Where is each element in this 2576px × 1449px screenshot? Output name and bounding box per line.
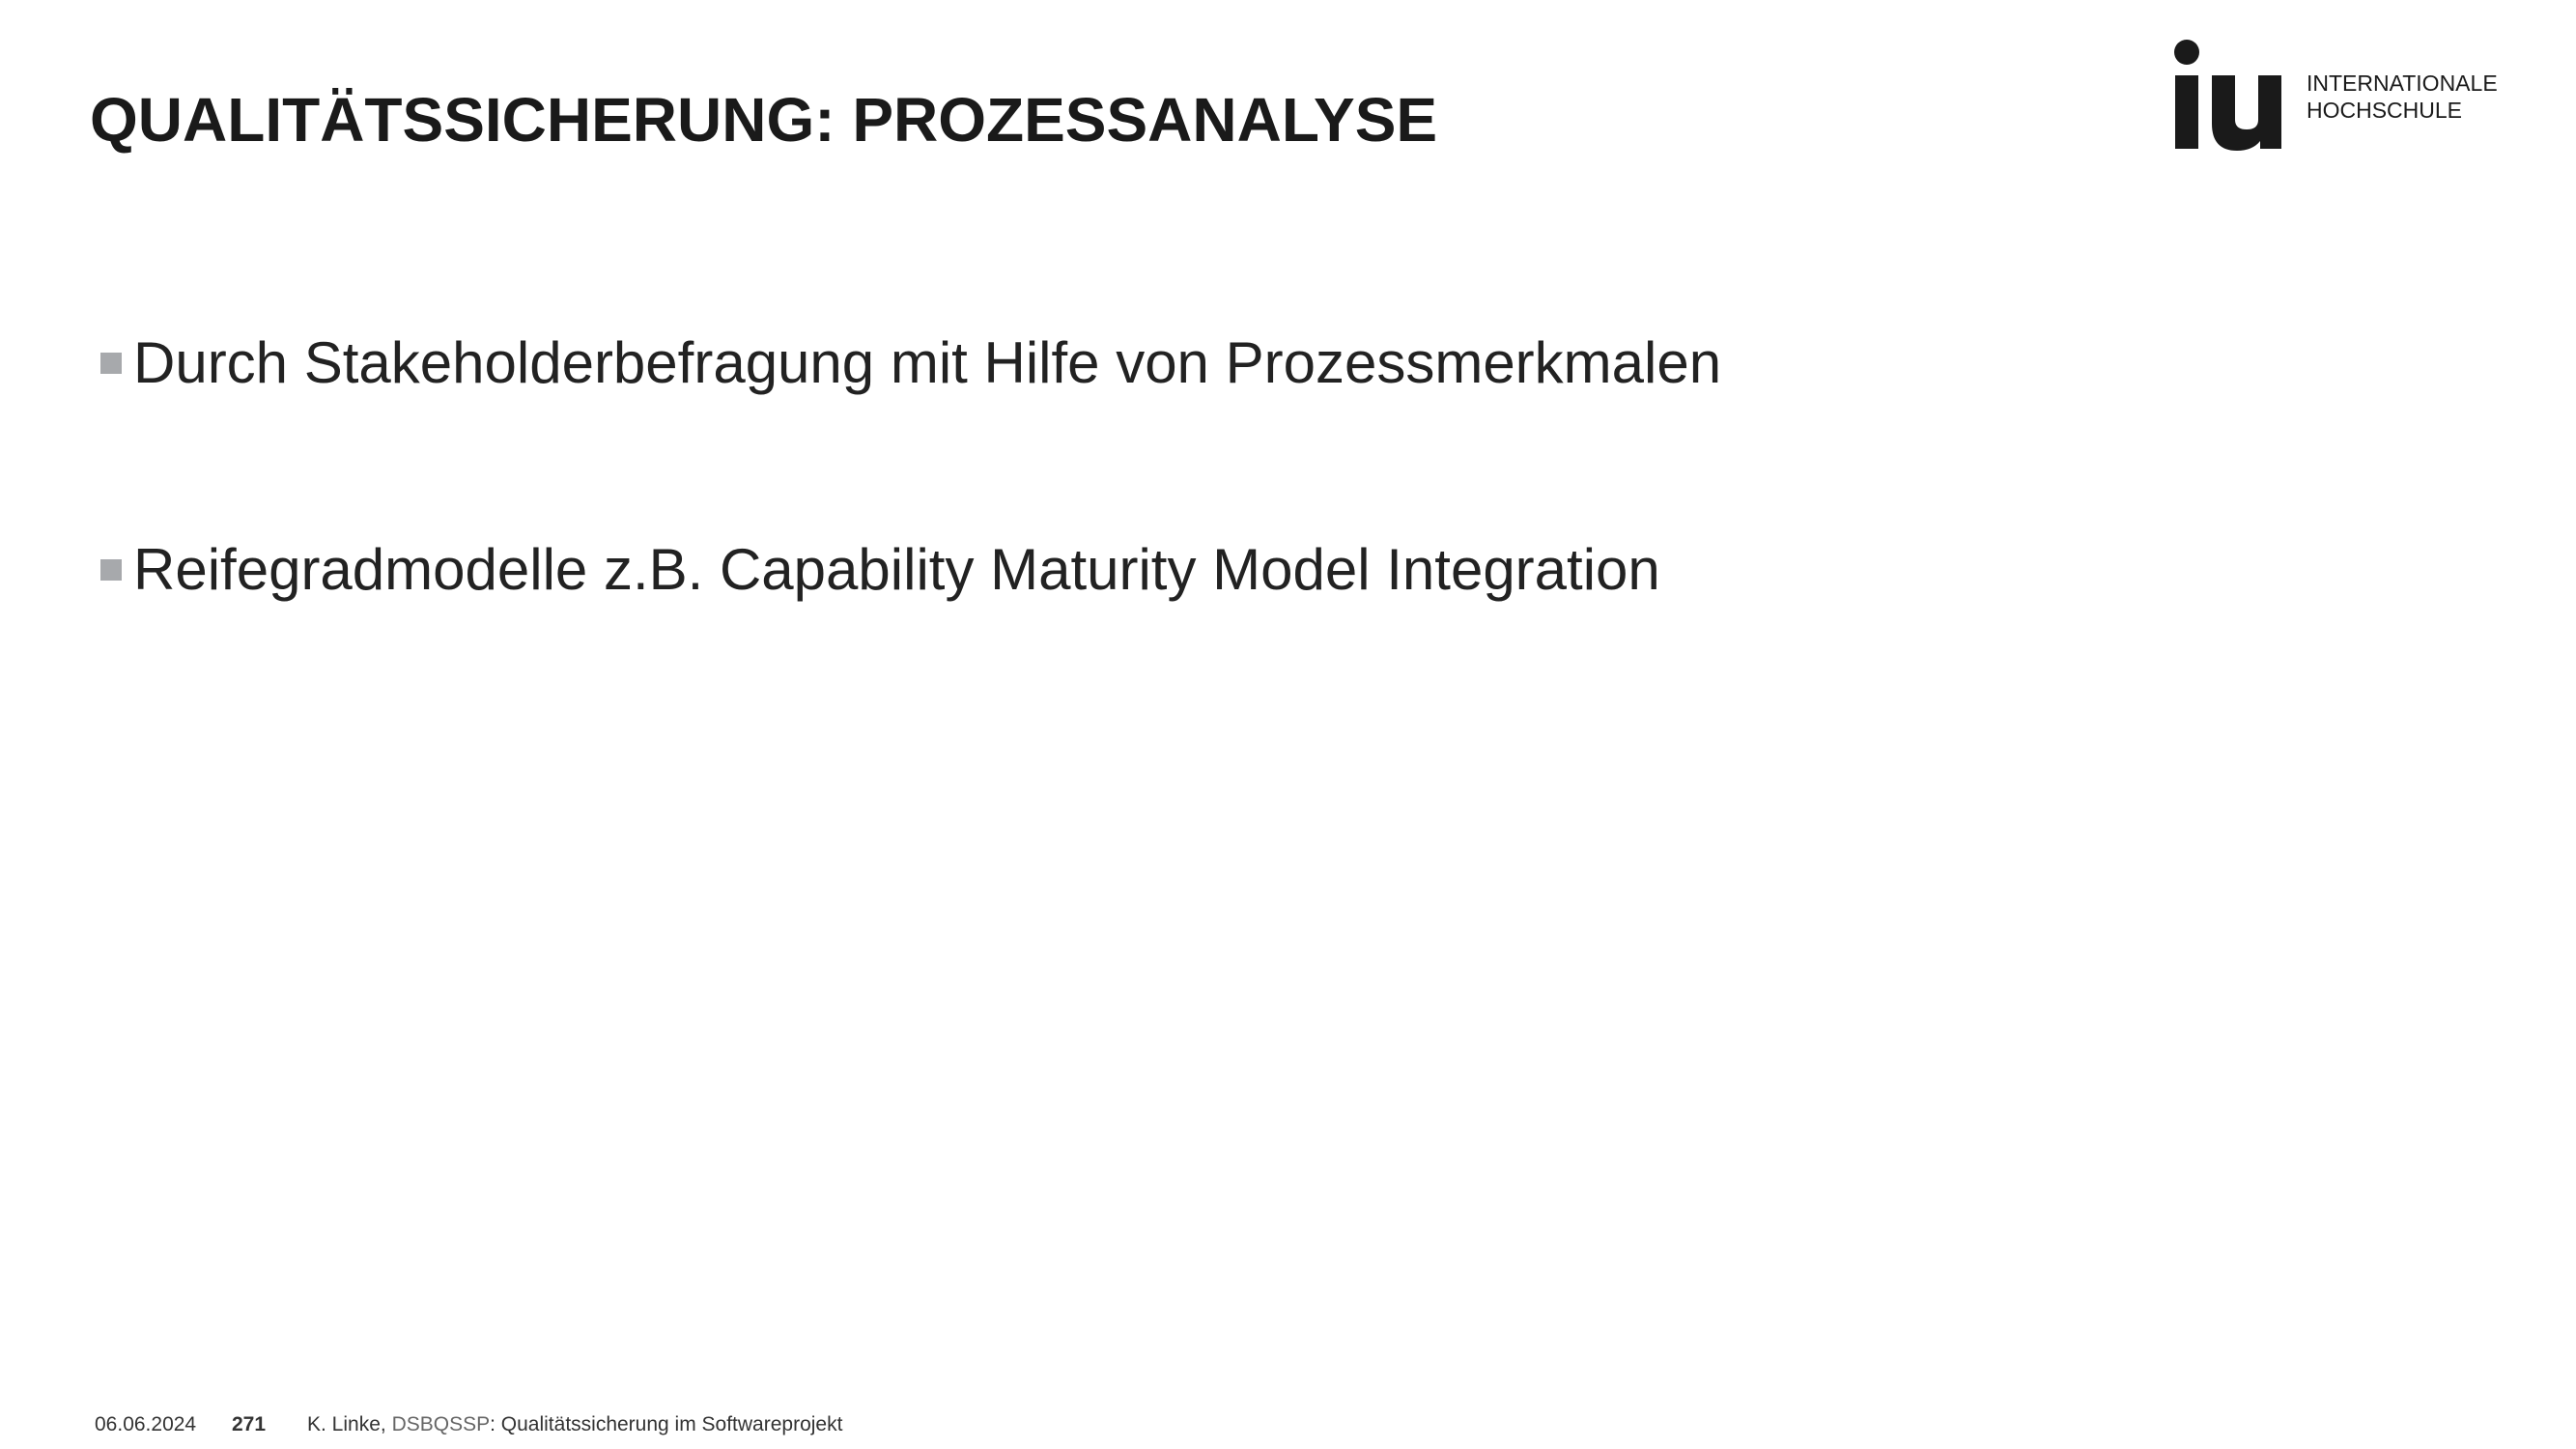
- logo-line-1: INTERNATIONALE: [2307, 71, 2498, 96]
- footer-date: 06.06.2024: [95, 1413, 197, 1435]
- logo-line-2: HOCHSCHULE: [2307, 98, 2463, 123]
- iu-logo: INTERNATIONALE HOCHSCHULE: [2173, 37, 2521, 162]
- bullet-square-icon: [100, 559, 122, 581]
- page-number: 271: [232, 1413, 267, 1435]
- bullet-text: Reifegradmodelle z.B. Capability Maturit…: [133, 537, 1660, 602]
- bullet-square-icon: [100, 353, 122, 374]
- iu-logo-icon: [2174, 40, 2281, 151]
- course-code: DSBQSSP: [391, 1413, 491, 1435]
- bullet-text: Durch Stakeholderbefragung mit Hilfe von…: [133, 330, 1722, 395]
- logo-text: INTERNATIONALE HOCHSCHULE: [2307, 70, 2498, 124]
- footer-author: K. Linke,: [307, 1413, 386, 1435]
- slide-title: QUALITÄTSSICHERUNG: PROZESSANALYSE: [90, 85, 1438, 155]
- course-title: : Qualitätssicherung im Softwareprojekt: [490, 1413, 843, 1435]
- footer-author-line: K. Linke, DSBQSSP: Qualitätssicherung im…: [307, 1412, 842, 1437]
